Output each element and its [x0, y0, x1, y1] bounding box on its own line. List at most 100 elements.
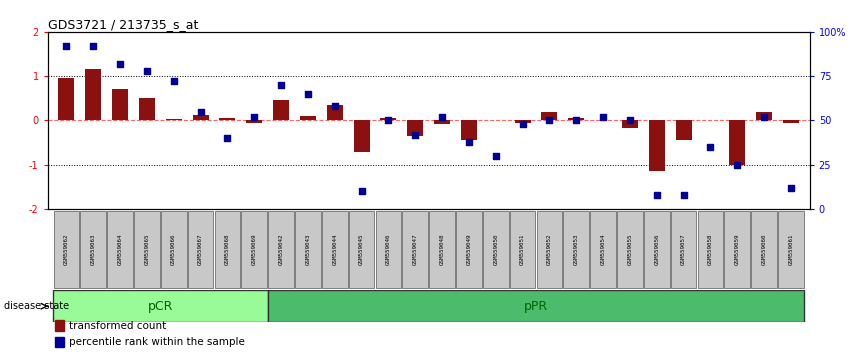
Bar [246, 120, 262, 122]
Point [248, 114, 262, 120]
Text: GSM559049: GSM559049 [467, 234, 471, 265]
FancyBboxPatch shape [403, 211, 428, 288]
Bar [192, 115, 209, 120]
Bar [380, 118, 397, 120]
Bar [55, 337, 64, 347]
Point [757, 114, 771, 120]
FancyBboxPatch shape [242, 211, 267, 288]
Text: GSM559045: GSM559045 [359, 234, 364, 265]
Point [569, 118, 583, 123]
Text: GSM559044: GSM559044 [333, 234, 337, 265]
Text: GSM559068: GSM559068 [225, 234, 229, 265]
Point [87, 43, 100, 49]
FancyBboxPatch shape [537, 211, 562, 288]
Bar [326, 105, 343, 120]
Bar [139, 98, 155, 120]
Bar [353, 120, 370, 152]
Text: GSM559052: GSM559052 [547, 234, 552, 265]
Bar [219, 118, 236, 120]
Bar [649, 120, 665, 171]
Bar [165, 119, 182, 120]
Point [140, 68, 154, 74]
Bar [58, 78, 74, 120]
Text: GSM559059: GSM559059 [734, 234, 740, 265]
Bar [53, 290, 268, 322]
FancyBboxPatch shape [644, 211, 669, 288]
Bar [783, 120, 799, 122]
Bar [268, 290, 805, 322]
Text: GSM559051: GSM559051 [520, 234, 525, 265]
Text: GSM559057: GSM559057 [681, 234, 686, 265]
FancyBboxPatch shape [268, 211, 294, 288]
Bar [756, 112, 772, 120]
FancyBboxPatch shape [161, 211, 187, 288]
FancyBboxPatch shape [81, 211, 107, 288]
Point [275, 82, 288, 88]
FancyBboxPatch shape [751, 211, 777, 288]
FancyBboxPatch shape [778, 211, 804, 288]
Text: percentile rank within the sample: percentile rank within the sample [69, 337, 245, 347]
Text: pCR: pCR [147, 300, 173, 313]
Point [167, 79, 181, 84]
FancyBboxPatch shape [430, 211, 455, 288]
Text: transformed count: transformed count [69, 321, 166, 331]
Text: GSM559062: GSM559062 [64, 234, 69, 265]
Text: GSM559046: GSM559046 [386, 234, 391, 265]
Point [784, 185, 798, 190]
Point [355, 188, 369, 194]
Bar [112, 88, 128, 120]
Bar [541, 112, 558, 120]
Bar [675, 120, 692, 140]
Text: GSM559048: GSM559048 [440, 234, 444, 265]
Bar [568, 118, 585, 120]
Bar [729, 120, 746, 165]
FancyBboxPatch shape [134, 211, 160, 288]
Bar [300, 116, 316, 120]
FancyBboxPatch shape [54, 211, 80, 288]
Point [623, 118, 637, 123]
FancyBboxPatch shape [188, 211, 213, 288]
FancyBboxPatch shape [349, 211, 374, 288]
Bar [55, 320, 64, 331]
FancyBboxPatch shape [564, 211, 589, 288]
FancyBboxPatch shape [591, 211, 616, 288]
Bar [85, 69, 101, 120]
Text: GSM559058: GSM559058 [708, 234, 713, 265]
Point [113, 61, 127, 67]
Bar [622, 120, 638, 129]
FancyBboxPatch shape [697, 211, 723, 288]
FancyBboxPatch shape [322, 211, 347, 288]
FancyBboxPatch shape [456, 211, 481, 288]
FancyBboxPatch shape [295, 211, 320, 288]
FancyBboxPatch shape [376, 211, 401, 288]
Point [730, 162, 744, 167]
Bar [407, 120, 423, 136]
FancyBboxPatch shape [724, 211, 750, 288]
Text: GSM559063: GSM559063 [91, 234, 96, 265]
Text: GSM559042: GSM559042 [279, 234, 283, 265]
Text: GSM559069: GSM559069 [252, 234, 256, 265]
Text: disease state: disease state [4, 301, 69, 311]
Point [409, 132, 423, 137]
Text: GSM559056: GSM559056 [654, 234, 659, 265]
Text: GSM559043: GSM559043 [306, 234, 310, 265]
Point [542, 118, 556, 123]
Point [676, 192, 690, 198]
Point [596, 114, 610, 120]
Point [703, 144, 717, 150]
Point [382, 118, 396, 123]
FancyBboxPatch shape [670, 211, 696, 288]
Bar [273, 101, 289, 120]
Text: GSM559053: GSM559053 [574, 234, 578, 265]
Point [328, 103, 342, 109]
Point [60, 43, 74, 49]
Text: pPR: pPR [524, 300, 548, 313]
Text: GSM559047: GSM559047 [413, 234, 417, 265]
Text: GSM559065: GSM559065 [145, 234, 150, 265]
Point [488, 153, 502, 159]
Text: GSM559066: GSM559066 [171, 234, 177, 265]
Text: GSM559064: GSM559064 [118, 234, 123, 265]
FancyBboxPatch shape [510, 211, 535, 288]
FancyBboxPatch shape [617, 211, 643, 288]
FancyBboxPatch shape [215, 211, 240, 288]
